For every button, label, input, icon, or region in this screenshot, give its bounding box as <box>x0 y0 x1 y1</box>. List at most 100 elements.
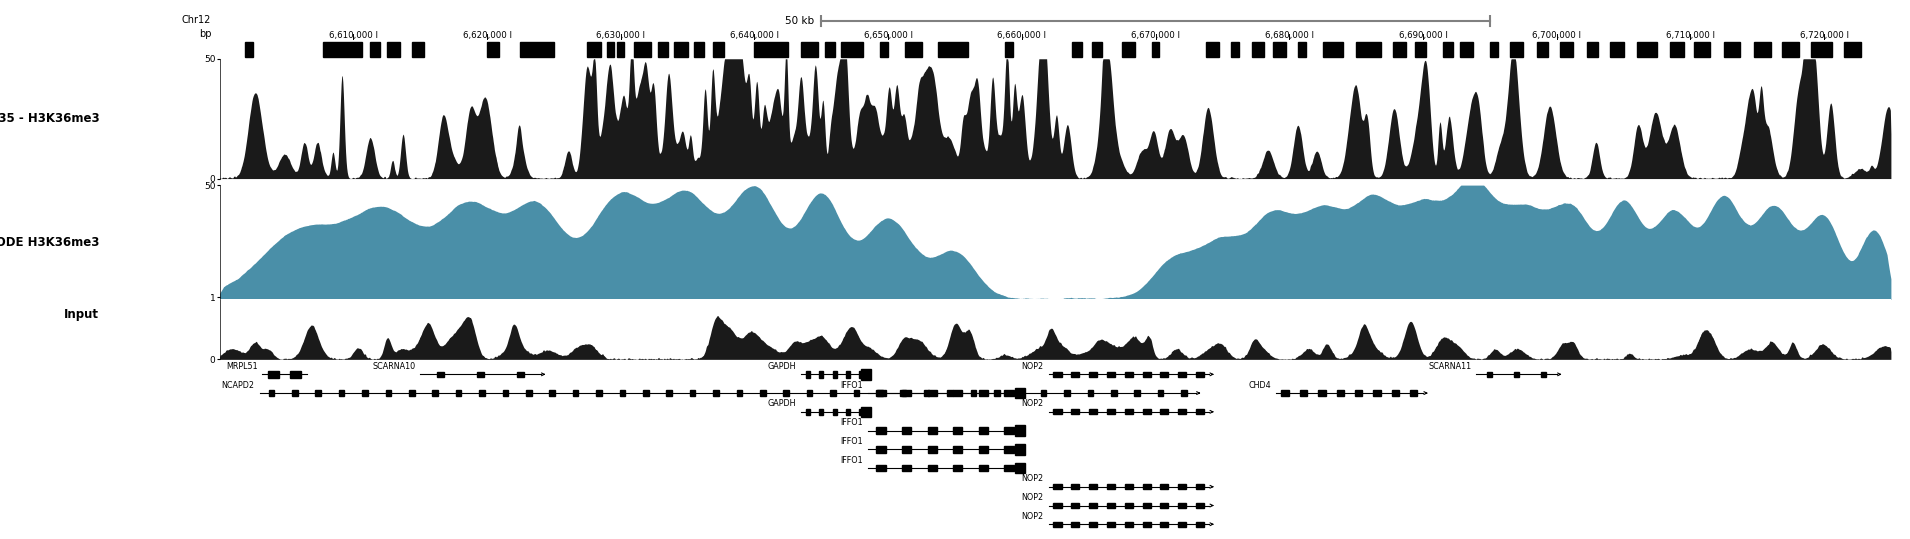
Bar <box>456 390 462 396</box>
Bar <box>1016 425 1026 436</box>
Bar <box>292 390 298 396</box>
Bar <box>478 372 483 377</box>
Bar <box>928 390 936 396</box>
Text: 6,720,000 I: 6,720,000 I <box>1799 31 1849 40</box>
Bar <box>479 390 485 396</box>
Bar <box>1157 390 1163 396</box>
Bar <box>413 42 424 57</box>
Bar <box>1064 390 1070 396</box>
Bar <box>1142 484 1150 489</box>
Bar <box>1005 42 1014 57</box>
Bar <box>1125 503 1133 508</box>
Y-axis label: Input: Input <box>65 308 99 321</box>
Bar <box>1108 503 1115 508</box>
Bar <box>1205 42 1219 57</box>
Text: NOP2: NOP2 <box>1022 512 1043 521</box>
Bar <box>978 390 987 396</box>
Bar <box>1018 390 1024 396</box>
Bar <box>1845 42 1860 57</box>
Bar <box>338 390 344 396</box>
Bar <box>1005 390 1014 396</box>
Text: Chr12: Chr12 <box>181 15 212 25</box>
Text: CHD4: CHD4 <box>1249 381 1270 390</box>
Bar <box>1538 42 1549 57</box>
Text: bp: bp <box>199 29 212 39</box>
Text: 6,710,000 I: 6,710,000 I <box>1666 31 1715 40</box>
Bar <box>1725 42 1740 57</box>
Bar <box>900 390 905 396</box>
Bar <box>1180 390 1186 396</box>
Bar <box>323 42 361 57</box>
Bar <box>502 390 508 396</box>
Bar <box>953 465 963 471</box>
Bar <box>1753 42 1771 57</box>
Bar <box>1005 427 1014 434</box>
Text: 6,610,000 I: 6,610,000 I <box>329 31 378 40</box>
Bar <box>667 390 672 396</box>
Bar <box>1054 522 1062 527</box>
Bar <box>1301 390 1306 396</box>
Bar <box>1125 409 1133 414</box>
Text: IFFO1: IFFO1 <box>840 418 863 427</box>
Bar <box>1354 390 1362 396</box>
Text: IFFO1: IFFO1 <box>840 381 863 390</box>
Bar <box>846 409 850 415</box>
Bar <box>1392 390 1398 396</box>
Bar <box>754 42 789 57</box>
Bar <box>1112 390 1117 396</box>
Bar <box>819 371 823 378</box>
Bar <box>1108 409 1115 414</box>
Bar <box>1142 522 1150 527</box>
Bar <box>1161 372 1169 377</box>
Bar <box>1108 484 1115 489</box>
Bar <box>267 371 279 378</box>
Bar <box>1560 42 1574 57</box>
Bar <box>1125 484 1133 489</box>
Bar <box>953 446 963 453</box>
Text: 6,670,000 I: 6,670,000 I <box>1131 31 1180 40</box>
Bar <box>1415 42 1427 57</box>
Bar <box>388 42 401 57</box>
Y-axis label: ABE435 - H3K36me3: ABE435 - H3K36me3 <box>0 112 99 125</box>
Bar <box>1272 42 1285 57</box>
Bar <box>1178 522 1186 527</box>
Bar <box>902 465 911 471</box>
Bar <box>970 390 976 396</box>
Bar <box>617 42 625 57</box>
Bar <box>760 390 766 396</box>
Text: 6,690,000 I: 6,690,000 I <box>1398 31 1448 40</box>
Bar <box>947 390 953 396</box>
Bar <box>634 42 651 57</box>
Bar <box>712 390 718 396</box>
Bar <box>1392 42 1406 57</box>
Bar <box>1093 42 1102 57</box>
Bar <box>657 42 668 57</box>
Bar <box>905 42 923 57</box>
Bar <box>1005 446 1014 453</box>
Bar <box>928 465 936 471</box>
Bar <box>1637 42 1658 57</box>
Bar <box>1135 390 1140 396</box>
Bar <box>881 42 888 57</box>
Text: IFFO1: IFFO1 <box>840 455 863 465</box>
Bar <box>525 390 531 396</box>
Bar <box>806 409 810 415</box>
Bar <box>877 427 886 434</box>
Bar <box>573 390 579 396</box>
Bar <box>1196 484 1203 489</box>
Bar <box>1016 388 1026 398</box>
Bar <box>1410 390 1417 396</box>
Bar <box>1337 390 1345 396</box>
Bar <box>1669 42 1683 57</box>
Bar <box>1089 522 1096 527</box>
Bar <box>902 390 911 396</box>
Bar <box>1196 409 1203 414</box>
Bar <box>363 390 369 396</box>
Bar <box>588 42 602 57</box>
Bar <box>806 371 810 378</box>
Bar <box>860 409 863 415</box>
Bar <box>1373 390 1381 396</box>
Bar <box>1318 390 1326 396</box>
Bar <box>737 390 743 396</box>
Bar <box>924 390 930 396</box>
